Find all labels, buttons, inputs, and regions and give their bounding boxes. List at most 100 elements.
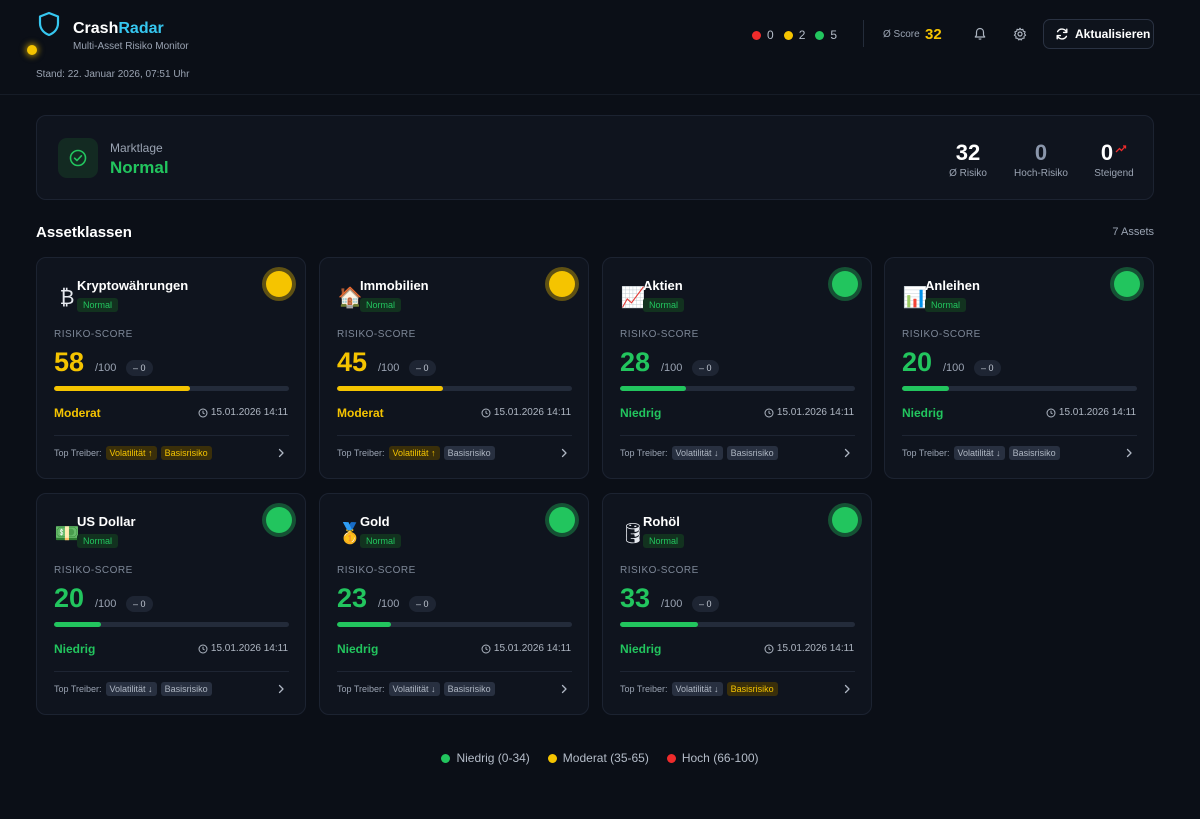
status-badge: Normal [643, 298, 685, 312]
risk-indicator-dot [832, 271, 858, 297]
risk-indicator-dot [266, 271, 292, 297]
status-badge: Normal [77, 534, 119, 548]
chevron-right-icon[interactable] [842, 448, 852, 458]
market-value: Normal [110, 158, 169, 177]
chart-up-icon: 📈 [620, 285, 646, 309]
trend-up-icon [1115, 145, 1127, 153]
timestamp: 15.01.2026 14:11 [764, 407, 854, 418]
status-badge: Normal [360, 298, 402, 312]
oil-barrel-icon: 🛢 [620, 521, 646, 545]
bell-icon[interactable] [972, 26, 988, 42]
section-title: Assetklassen [36, 224, 132, 241]
stat-high-risk-value: 0 [1034, 140, 1048, 165]
chevron-right-icon[interactable] [842, 684, 852, 694]
chevron-right-icon[interactable] [276, 448, 286, 458]
card-divider [54, 435, 289, 436]
gear-icon[interactable] [1012, 26, 1028, 42]
clock-icon [764, 408, 774, 417]
bar-chart-icon: 📊 [902, 285, 928, 309]
market-label: Marktlage [110, 141, 163, 155]
risk-progress-fill [620, 622, 698, 627]
asset-card-oil[interactable]: 🛢 Rohöl Normal RISIKO-SCORE 33 /100 – 0 … [602, 493, 872, 715]
risk-score-label: RISIKO-SCORE [620, 565, 699, 576]
driver-chip: Basisrisiko [726, 682, 778, 696]
yellow-dot-icon [783, 30, 793, 40]
risk-score-value: 28 [620, 347, 651, 377]
shield-icon [38, 11, 60, 37]
risk-score-max: /100 [661, 598, 683, 610]
chevron-right-icon[interactable] [559, 448, 569, 458]
asset-name: Aktien [643, 278, 683, 293]
clock-icon [198, 408, 208, 417]
risk-level: Moderat [337, 406, 384, 420]
refresh-button[interactable]: Aktualisieren [1043, 19, 1154, 49]
avg-score-label: Ø Score [883, 29, 920, 40]
asset-card-stocks[interactable]: 📈 Aktien Normal RISIKO-SCORE 28 /100 – 0… [602, 257, 872, 479]
chevron-right-icon[interactable] [276, 684, 286, 694]
card-divider [902, 435, 1137, 436]
clock-icon [1046, 408, 1056, 417]
house-icon: 🏠 [337, 285, 363, 309]
asset-name: Gold [360, 514, 390, 529]
risk-progress-fill [54, 386, 191, 391]
asset-card-crypto[interactable]: ₿ Kryptowährungen Normal RISIKO-SCORE 58… [36, 257, 306, 479]
risk-score-value: 33 [620, 583, 651, 613]
stat-avg-risk: 32 Ø Risiko [943, 140, 993, 179]
chevron-right-icon[interactable] [559, 684, 569, 694]
score-delta-badge: – 0 [409, 596, 436, 612]
risk-progress-bar [902, 386, 1137, 391]
top-drivers: Top Treiber: Volatilität ↓ Basisrisiko [337, 682, 495, 696]
risk-score-label: RISIKO-SCORE [337, 329, 416, 340]
asset-card-gold[interactable]: 🥇 Gold Normal RISIKO-SCORE 23 /100 – 0 N… [319, 493, 589, 715]
header-divider [863, 20, 864, 47]
card-divider [337, 671, 572, 672]
driver-chip: Basisrisiko [160, 446, 212, 460]
asset-name: Immobilien [360, 278, 429, 293]
risk-score-max: /100 [661, 362, 683, 374]
stat-rising-label: Steigend [1094, 168, 1134, 179]
market-status-panel: Marktlage Normal 32 Ø Risiko 0 Hoch-Risi… [36, 115, 1154, 200]
asset-card-usd[interactable]: 💵 US Dollar Normal RISIKO-SCORE 20 /100 … [36, 493, 306, 715]
red-dot-icon [666, 753, 676, 763]
drivers-label: Top Treiber: [337, 448, 385, 458]
status-badge: Normal [643, 534, 685, 548]
risk-progress-fill [54, 622, 101, 627]
score-delta-badge: – 0 [126, 596, 153, 612]
risk-score-label: RISIKO-SCORE [902, 329, 981, 340]
stat-avg-risk-value: 32 [955, 140, 981, 165]
stat-avg-risk-label: Ø Risiko [949, 168, 987, 179]
risk-score-max: /100 [95, 362, 117, 374]
green-dot-icon [815, 30, 825, 40]
stat-rising: 0 Steigend [1089, 140, 1139, 179]
score-delta-badge: – 0 [126, 360, 153, 376]
risk-indicator-dot [266, 507, 292, 533]
card-divider [620, 435, 855, 436]
count-yellow: 2 [783, 28, 805, 42]
top-drivers: Top Treiber: Volatilität ↓ Basisrisiko [620, 446, 778, 460]
status-badge: Normal [360, 534, 402, 548]
asset-card-bonds[interactable]: 📊 Anleihen Normal RISIKO-SCORE 20 /100 –… [884, 257, 1154, 479]
driver-chip: Volatilität ↓ [388, 682, 440, 696]
score-delta-badge: – 0 [974, 360, 1001, 376]
timestamp: 15.01.2026 14:11 [481, 643, 571, 654]
risk-score-max: /100 [378, 362, 400, 374]
green-dot-icon [441, 753, 451, 763]
stat-rising-value: 0 [1089, 140, 1139, 166]
yellow-dot-icon [547, 753, 557, 763]
risk-score-label: RISIKO-SCORE [620, 329, 699, 340]
asset-card-realestate[interactable]: 🏠 Immobilien Normal RISIKO-SCORE 45 /100… [319, 257, 589, 479]
chevron-right-icon[interactable] [1124, 448, 1134, 458]
risk-indicator-dot [832, 507, 858, 533]
check-circle-icon [58, 138, 98, 178]
app-title: CrashRadar [73, 20, 164, 37]
driver-chip: Volatilität ↓ [105, 682, 157, 696]
stat-high-risk: 0 Hoch-Risiko [1009, 140, 1073, 179]
count-red: 0 [752, 28, 774, 42]
avg-score-value: 32 [925, 26, 942, 43]
driver-chip: Volatilität ↓ [953, 446, 1005, 460]
timestamp: 15.01.2026 14:11 [198, 643, 288, 654]
stat-high-risk-label: Hoch-Risiko [1014, 168, 1068, 179]
red-dot-icon [752, 30, 761, 40]
risk-progress-bar [54, 622, 289, 627]
timestamp: 15.01.2026 14:11 [481, 407, 571, 418]
